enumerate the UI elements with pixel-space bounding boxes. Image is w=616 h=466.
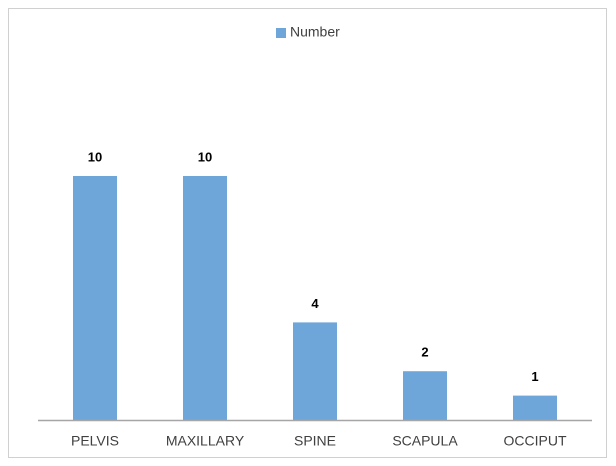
bar [73,176,117,420]
x-tick-label: MAXILLARY [166,433,245,449]
data-label: 1 [531,369,538,384]
legend-swatch [276,28,286,38]
x-tick-label: OCCIPUT [504,433,567,449]
x-tick-label: SPINE [294,433,336,449]
data-label: 10 [198,149,212,164]
bar [513,395,557,420]
bar [403,371,447,420]
data-label: 2 [421,345,428,360]
bar [293,322,337,420]
bar [183,176,227,420]
data-label: 4 [311,296,319,311]
data-label: 10 [88,149,102,164]
legend-label: Number [290,24,340,40]
x-tick-label: SCAPULA [392,433,458,449]
x-tick-label: PELVIS [71,433,119,449]
